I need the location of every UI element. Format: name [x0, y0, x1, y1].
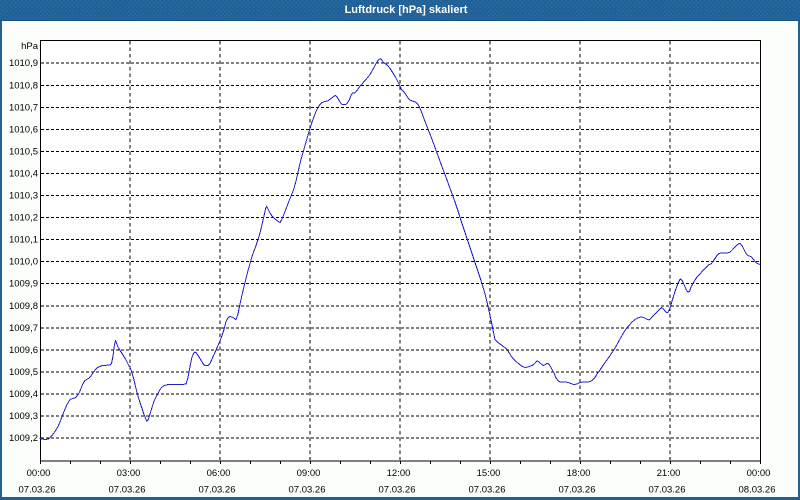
svg-text:06:00: 06:00: [207, 468, 231, 479]
svg-text:21:00: 21:00: [657, 468, 681, 479]
svg-text:1010,7: 1010,7: [9, 102, 38, 113]
svg-text:07.03.26: 07.03.26: [379, 485, 416, 496]
svg-text:1009,3: 1009,3: [9, 411, 38, 422]
svg-text:1009,8: 1009,8: [9, 301, 38, 312]
svg-text:1010,3: 1010,3: [9, 191, 38, 202]
svg-text:1009,7: 1009,7: [9, 323, 38, 334]
svg-text:1010,6: 1010,6: [9, 124, 38, 135]
svg-text:07.03.26: 07.03.26: [469, 485, 506, 496]
svg-text:08.03.26: 08.03.26: [739, 485, 776, 496]
svg-text:1010,1: 1010,1: [9, 235, 38, 246]
svg-text:15:00: 15:00: [477, 468, 501, 479]
svg-text:07.03.26: 07.03.26: [649, 485, 686, 496]
svg-text:07.03.26: 07.03.26: [109, 485, 146, 496]
svg-text:07.03.26: 07.03.26: [289, 485, 326, 496]
svg-text:1010,8: 1010,8: [9, 80, 38, 91]
svg-text:12:00: 12:00: [387, 468, 411, 479]
svg-text:07.03.26: 07.03.26: [559, 485, 596, 496]
svg-text:09:00: 09:00: [297, 468, 321, 479]
svg-text:00:00: 00:00: [27, 468, 51, 479]
svg-text:1010,5: 1010,5: [9, 146, 38, 157]
svg-text:18:00: 18:00: [567, 468, 591, 479]
svg-text:1009,5: 1009,5: [9, 367, 38, 378]
svg-text:1009,2: 1009,2: [9, 433, 38, 444]
svg-text:1010,0: 1010,0: [9, 257, 38, 268]
svg-text:07.03.26: 07.03.26: [19, 485, 56, 496]
svg-text:00:00: 00:00: [747, 468, 771, 479]
svg-text:03:00: 03:00: [117, 468, 141, 479]
svg-text:1010,2: 1010,2: [9, 213, 38, 224]
svg-text:07.03.26: 07.03.26: [199, 485, 236, 496]
svg-text:1009,6: 1009,6: [9, 345, 38, 356]
svg-text:hPa: hPa: [21, 41, 39, 52]
svg-text:1009,4: 1009,4: [9, 389, 38, 400]
svg-text:1010,4: 1010,4: [9, 169, 38, 180]
svg-text:1010,9: 1010,9: [9, 58, 38, 69]
svg-text:1009,9: 1009,9: [9, 279, 38, 290]
